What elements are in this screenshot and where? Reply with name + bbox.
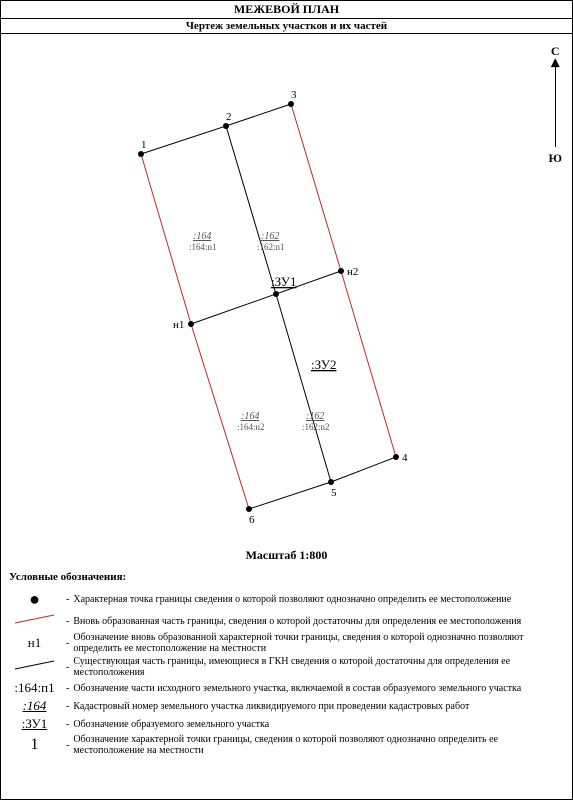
legend-symbol: :164:п1	[7, 680, 62, 696]
legend-text: Характерная точка границы сведения о кот…	[73, 594, 566, 605]
svg-text::162: :162	[261, 231, 279, 242]
compass-shaft	[555, 67, 556, 147]
scale-label: Масштаб 1:800	[1, 548, 572, 563]
legend-row: -Вновь образованная часть границы, сведе…	[7, 612, 566, 630]
legend-symbol: н1	[7, 635, 62, 651]
parcel-svg: 123н1н2654:ЗУ1:ЗУ2:164:164:n1:162:162:n1…	[1, 34, 573, 544]
legend-symbol: :164	[7, 698, 62, 714]
legend-text: Кадастровый номер земельного участка лик…	[73, 701, 566, 712]
doc-title: МЕЖЕВОЙ ПЛАН	[1, 1, 572, 19]
svg-text:н2: н2	[347, 266, 358, 278]
svg-text:4: 4	[402, 452, 408, 464]
compass: C ▴ Ю	[548, 44, 562, 166]
legend-text: Обозначение части исходного земельного у…	[73, 683, 566, 694]
legend-row: ●-Характерная точка границы сведения о к…	[7, 589, 566, 610]
drawing-area: C ▴ Ю 123н1н2654:ЗУ1:ЗУ2:164:164:n1:162:…	[1, 34, 572, 544]
svg-text:н1: н1	[173, 319, 184, 331]
legend-text: Вновь образованная часть границы, сведен…	[73, 616, 566, 627]
legend-title: Условные обозначения:	[1, 571, 572, 589]
legend-row: 1-Обозначение характерной точки границы,…	[7, 734, 566, 756]
svg-text:5: 5	[331, 487, 337, 499]
svg-text:2: 2	[226, 111, 232, 123]
svg-text::162: :162	[306, 411, 324, 422]
svg-text:3: 3	[291, 89, 297, 101]
legend-text: Обозначение образуемого земельного участ…	[73, 719, 566, 730]
doc-subtitle: Чертеж земельных участков и их частей	[1, 19, 572, 34]
legend-symbol: 1	[7, 736, 62, 754]
svg-text::162:n1: :162:n1	[257, 242, 285, 252]
legend-symbol	[7, 612, 62, 630]
compass-south: Ю	[548, 151, 562, 166]
svg-text::164:n2: :164:n2	[237, 422, 265, 432]
legend-row: :ЗУ1-Обозначение образуемого земельного …	[7, 716, 566, 732]
svg-text::164:n1: :164:n1	[189, 242, 217, 252]
svg-text::162:n2: :162:n2	[302, 422, 330, 432]
legend-text: Обозначение характерной точки границы, с…	[73, 734, 566, 756]
svg-text:1: 1	[141, 139, 147, 151]
svg-text:6: 6	[249, 514, 255, 526]
page: МЕЖЕВОЙ ПЛАН Чертеж земельных участков и…	[0, 0, 573, 800]
legend-row: н1-Обозначение вновь образованной характ…	[7, 632, 566, 654]
legend-symbol: ●	[7, 589, 62, 610]
svg-text::164: :164	[193, 231, 211, 242]
legend-symbol: :ЗУ1	[7, 716, 62, 732]
legend-text: Существующая часть границы, имеющиеся в …	[73, 656, 566, 678]
legend-row: :164-Кадастровый номер земельного участк…	[7, 698, 566, 714]
svg-text::ЗУ1: :ЗУ1	[271, 274, 297, 289]
legend-row: -Существующая часть границы, имеющиеся в…	[7, 656, 566, 678]
svg-text::ЗУ2: :ЗУ2	[311, 357, 337, 372]
compass-arrow-icon: ▴	[548, 59, 562, 67]
legend-text: Обозначение вновь образованной характерн…	[73, 632, 566, 654]
legend-row: :164:п1-Обозначение части исходного земе…	[7, 680, 566, 696]
legend-symbol	[7, 658, 62, 676]
svg-text::164: :164	[241, 411, 259, 422]
legend: ●-Характерная точка границы сведения о к…	[1, 589, 572, 756]
